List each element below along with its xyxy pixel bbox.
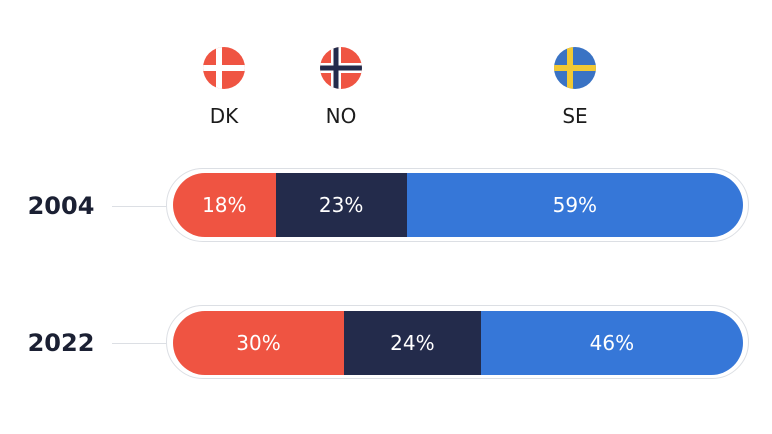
data-label-no-2022: 24% bbox=[390, 331, 435, 355]
data-label-dk-2022: 30% bbox=[236, 331, 281, 355]
stacked-bar-2004: 18% 23% 59% bbox=[173, 173, 743, 237]
legend-label-se: SE bbox=[562, 104, 588, 128]
denmark-flag-icon bbox=[203, 47, 245, 89]
data-label-se-2004: 59% bbox=[552, 193, 598, 217]
sweden-flag-icon bbox=[554, 47, 596, 89]
legend-label-no: NO bbox=[325, 104, 357, 128]
data-label-no-2004: 23% bbox=[318, 193, 364, 217]
data-label-dk-2004: 18% bbox=[202, 193, 247, 217]
category-label-2022: 2022 bbox=[27, 329, 95, 357]
data-label-se-2022: 46% bbox=[589, 331, 635, 355]
row-connector-line bbox=[112, 206, 168, 207]
bar-segment-dk-2022: 30% bbox=[173, 311, 344, 375]
bar-segment-no-2004: 23% bbox=[275, 173, 407, 237]
stacked-bar-2022: 30% 24% 46% bbox=[173, 311, 743, 375]
row-connector-line bbox=[112, 343, 168, 344]
norway-flag-icon bbox=[320, 47, 362, 89]
bar-segment-se-2004: 59% bbox=[406, 173, 743, 237]
bar-segment-dk-2004: 18% bbox=[173, 173, 276, 237]
bar-segment-se-2022: 46% bbox=[480, 311, 743, 375]
legend-label-dk: DK bbox=[209, 104, 239, 128]
category-label-2004: 2004 bbox=[27, 192, 95, 220]
bar-segment-no-2022: 24% bbox=[344, 311, 481, 375]
